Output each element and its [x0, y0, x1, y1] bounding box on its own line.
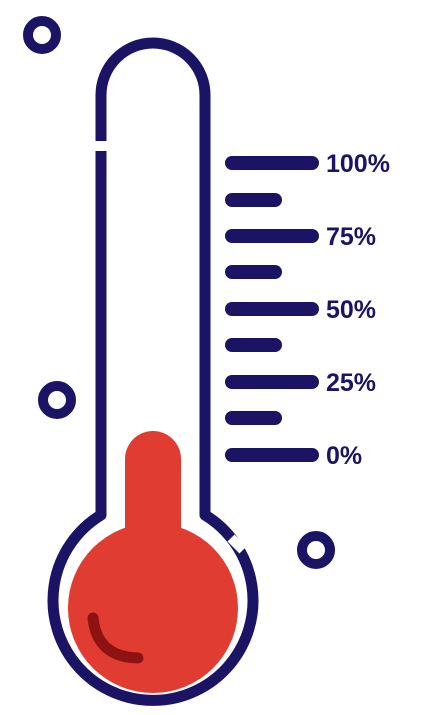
scale-label-0: 0% [326, 442, 362, 470]
scale-ticks [225, 156, 319, 462]
scale-label-25: 25% [326, 369, 376, 397]
scale-label-100: 100% [326, 150, 390, 178]
scale-label-50: 50% [326, 296, 376, 324]
ring-icon [297, 531, 335, 569]
outline-gap [227, 534, 247, 554]
ring-icon [23, 16, 61, 54]
scale-label-75: 75% [326, 223, 376, 251]
ring-icon [38, 381, 76, 419]
bulb-highlight [87, 612, 144, 664]
mercury-bulb [68, 523, 238, 693]
thermometer-outline [47, 37, 259, 706]
